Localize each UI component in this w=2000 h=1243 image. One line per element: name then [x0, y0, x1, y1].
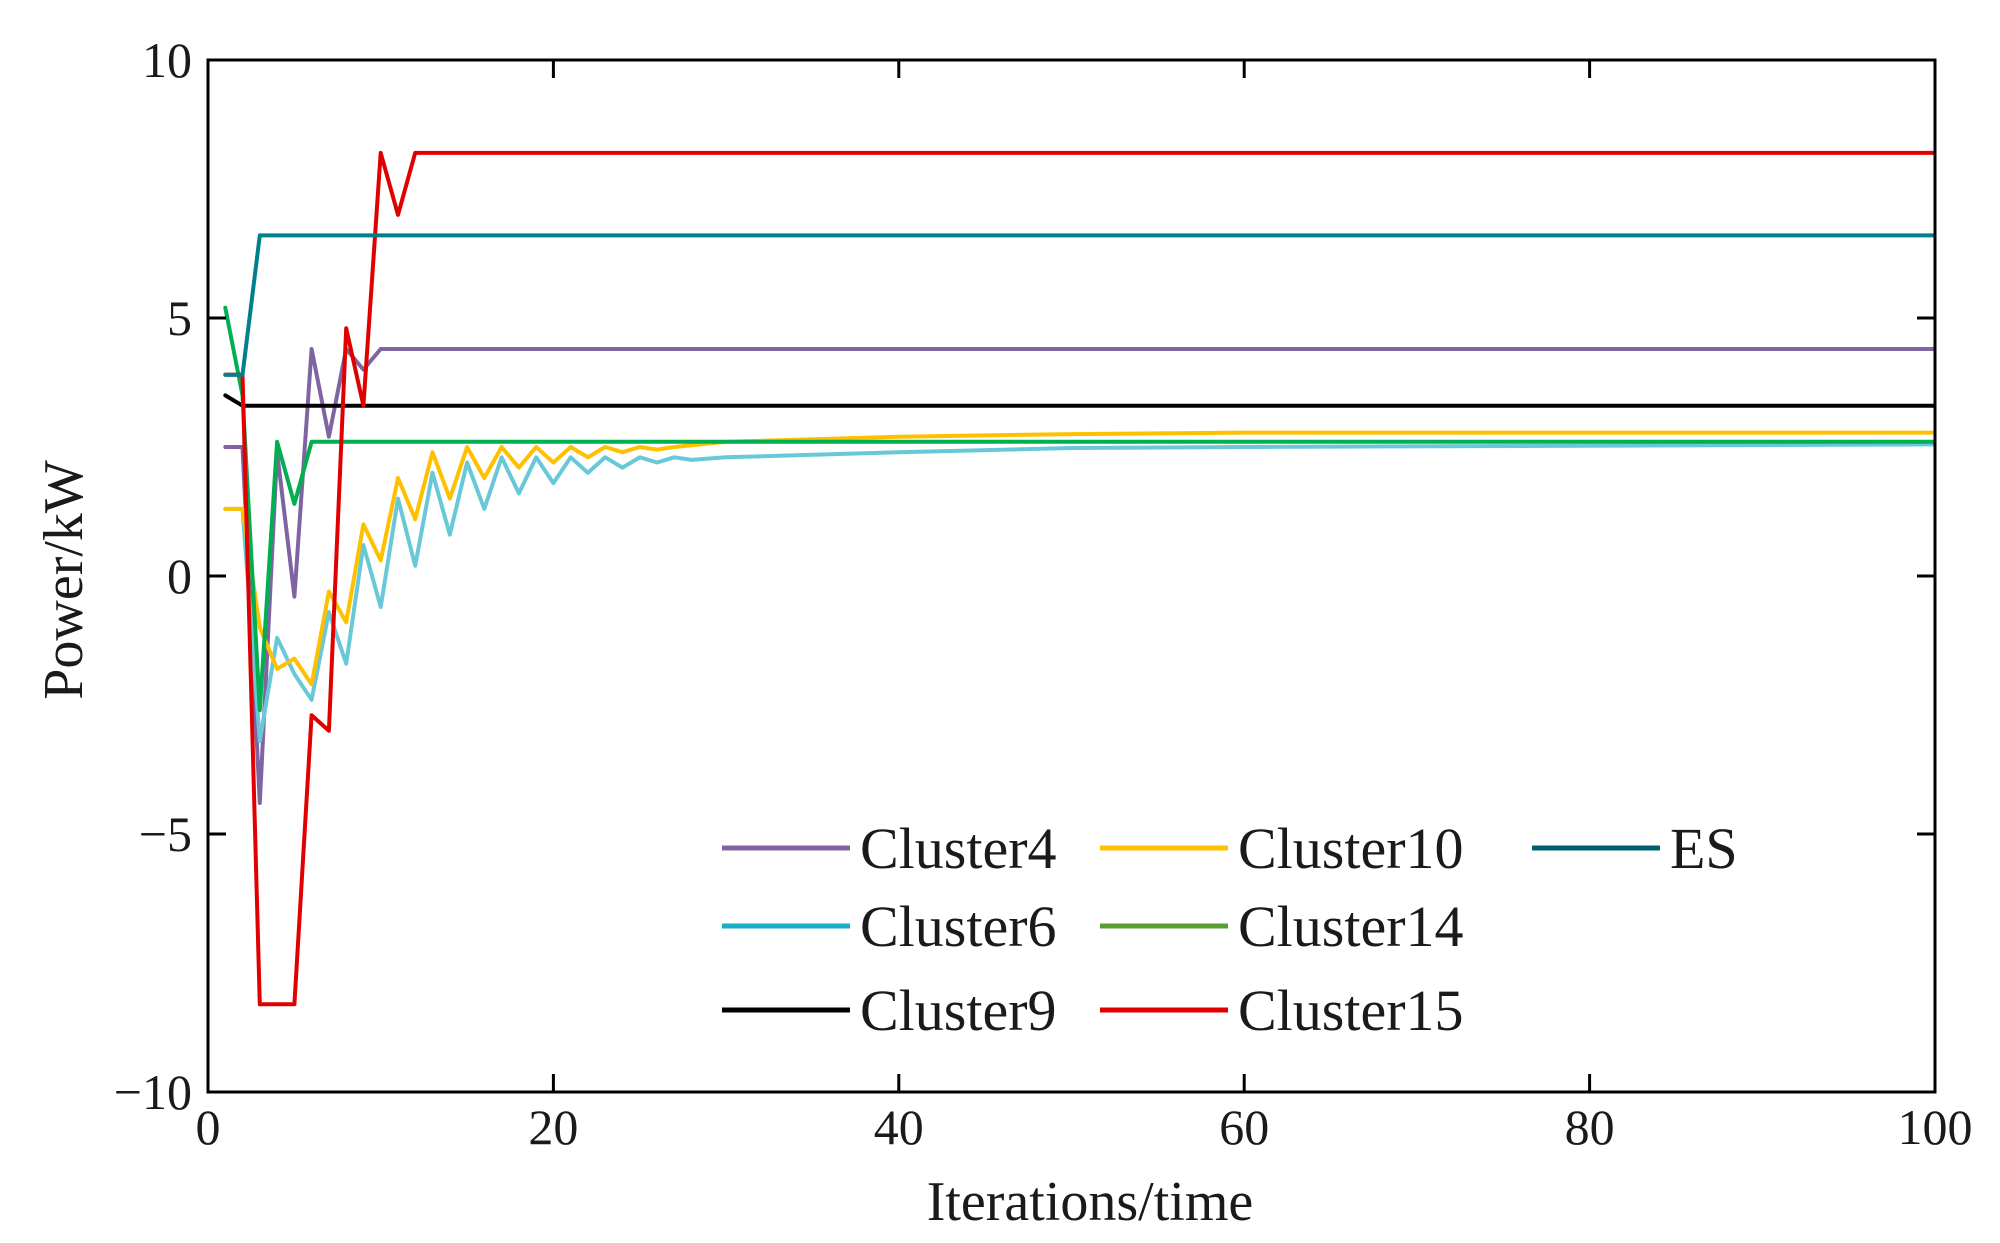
x-tick-label: 80	[1565, 1099, 1615, 1155]
legend: Cluster4 Cluster10 ES Cluster6 Cluster14 Clus…	[722, 816, 1738, 1043]
series-line-cluster15	[223, 150, 1935, 1007]
x-axis-label: Iterations/time	[927, 1171, 1254, 1233]
x-tick-label: 60	[1219, 1099, 1269, 1155]
x-tick-label: 20	[528, 1099, 578, 1155]
legend-label-cluster14: Cluster14	[1238, 894, 1464, 959]
series-line-cluster4	[223, 347, 1935, 805]
y-tick-label: −5	[139, 806, 192, 862]
legend-label-cluster6: Cluster6	[860, 894, 1057, 959]
legend-label-cluster10: Cluster10	[1238, 816, 1464, 881]
x-tick-label: 100	[1898, 1099, 1973, 1155]
y-axis-label: Power/kW	[33, 460, 95, 700]
series-line-es	[223, 233, 1935, 377]
y-tick-label: 10	[142, 32, 192, 88]
legend-label-cluster9: Cluster9	[860, 978, 1057, 1043]
series-line-cluster10	[223, 430, 1935, 687]
x-tick-label: 0	[196, 1099, 221, 1155]
y-tick-label: 5	[167, 290, 192, 346]
y-tick-label: −10	[114, 1064, 192, 1120]
series-layer	[223, 150, 1935, 1007]
x-tick-label: 40	[874, 1099, 924, 1155]
y-tick-label: 0	[167, 548, 192, 604]
legend-label-cluster15: Cluster15	[1238, 978, 1464, 1043]
axes-layer: 0 20 40 60 80 100 10 5 0 −5 −10	[114, 32, 1973, 1155]
legend-label-cluster4: Cluster4	[860, 816, 1057, 881]
series-line-cluster6	[223, 442, 1935, 744]
legend-label-es: ES	[1670, 816, 1738, 881]
